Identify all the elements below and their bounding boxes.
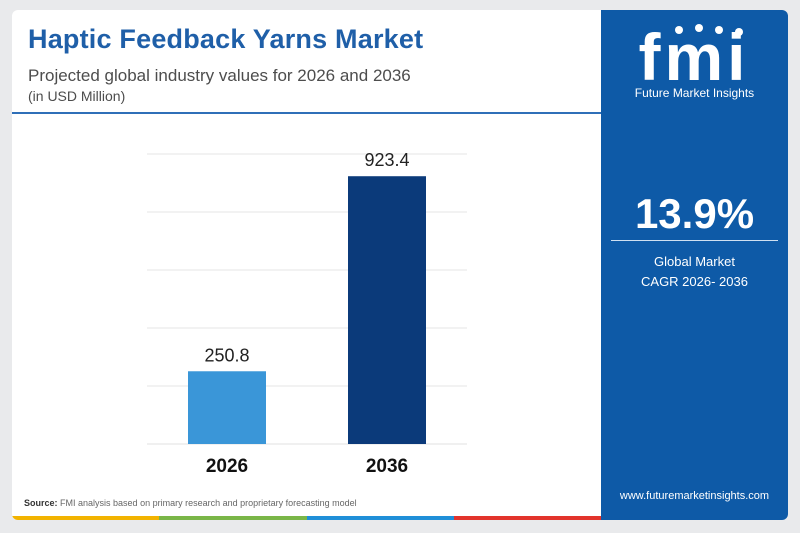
bar-2036	[348, 176, 426, 445]
footer-color-segment	[453, 516, 601, 520]
bar-chart: 250.8 2026 923.4 2036	[147, 150, 467, 477]
header-divider	[12, 112, 601, 114]
infographic-card: Haptic Feedback Yarns Market Projected g…	[12, 10, 788, 520]
footer-color-segment	[159, 516, 307, 520]
chart-subtitle: Projected global industry values for 202…	[28, 66, 411, 85]
x-tick-label-2026: 2026	[206, 456, 248, 477]
cagr-label-line1: Global Market	[654, 254, 735, 269]
x-tick-label-2036: 2036	[366, 456, 408, 477]
footer-color-bar	[12, 516, 601, 520]
website-link[interactable]: www.futuremarketinsights.com	[619, 490, 770, 502]
people-icon	[675, 24, 743, 36]
logo-text: fmi	[639, 20, 750, 88]
data-label-2036: 923.4	[364, 150, 409, 170]
data-label-2026: 250.8	[204, 345, 249, 365]
source-label: Source:	[24, 498, 58, 508]
brand-panel: fmi Future Market Insights 13.9% Global …	[601, 10, 788, 520]
cagr-divider	[611, 240, 778, 241]
footer-color-segment	[306, 516, 454, 520]
brand-name: Future Market Insights	[634, 86, 755, 100]
cagr-value: 13.9%	[634, 190, 755, 237]
unit-label: (in USD Million)	[28, 88, 126, 104]
chart-title: Haptic Feedback Yarns Market	[28, 24, 424, 54]
fmi-logo: fmi	[639, 20, 750, 88]
bar-2026	[188, 371, 266, 444]
source-note: Source: FMI analysis based on primary re…	[24, 498, 357, 508]
cagr-label: Global Market CAGR 2026- 2036	[601, 252, 788, 292]
cagr-label-line2: CAGR 2026- 2036	[641, 274, 748, 289]
chart-panel: Haptic Feedback Yarns Market Projected g…	[12, 10, 601, 520]
footer-color-segment	[12, 516, 160, 520]
source-text: FMI analysis based on primary research a…	[60, 498, 357, 508]
